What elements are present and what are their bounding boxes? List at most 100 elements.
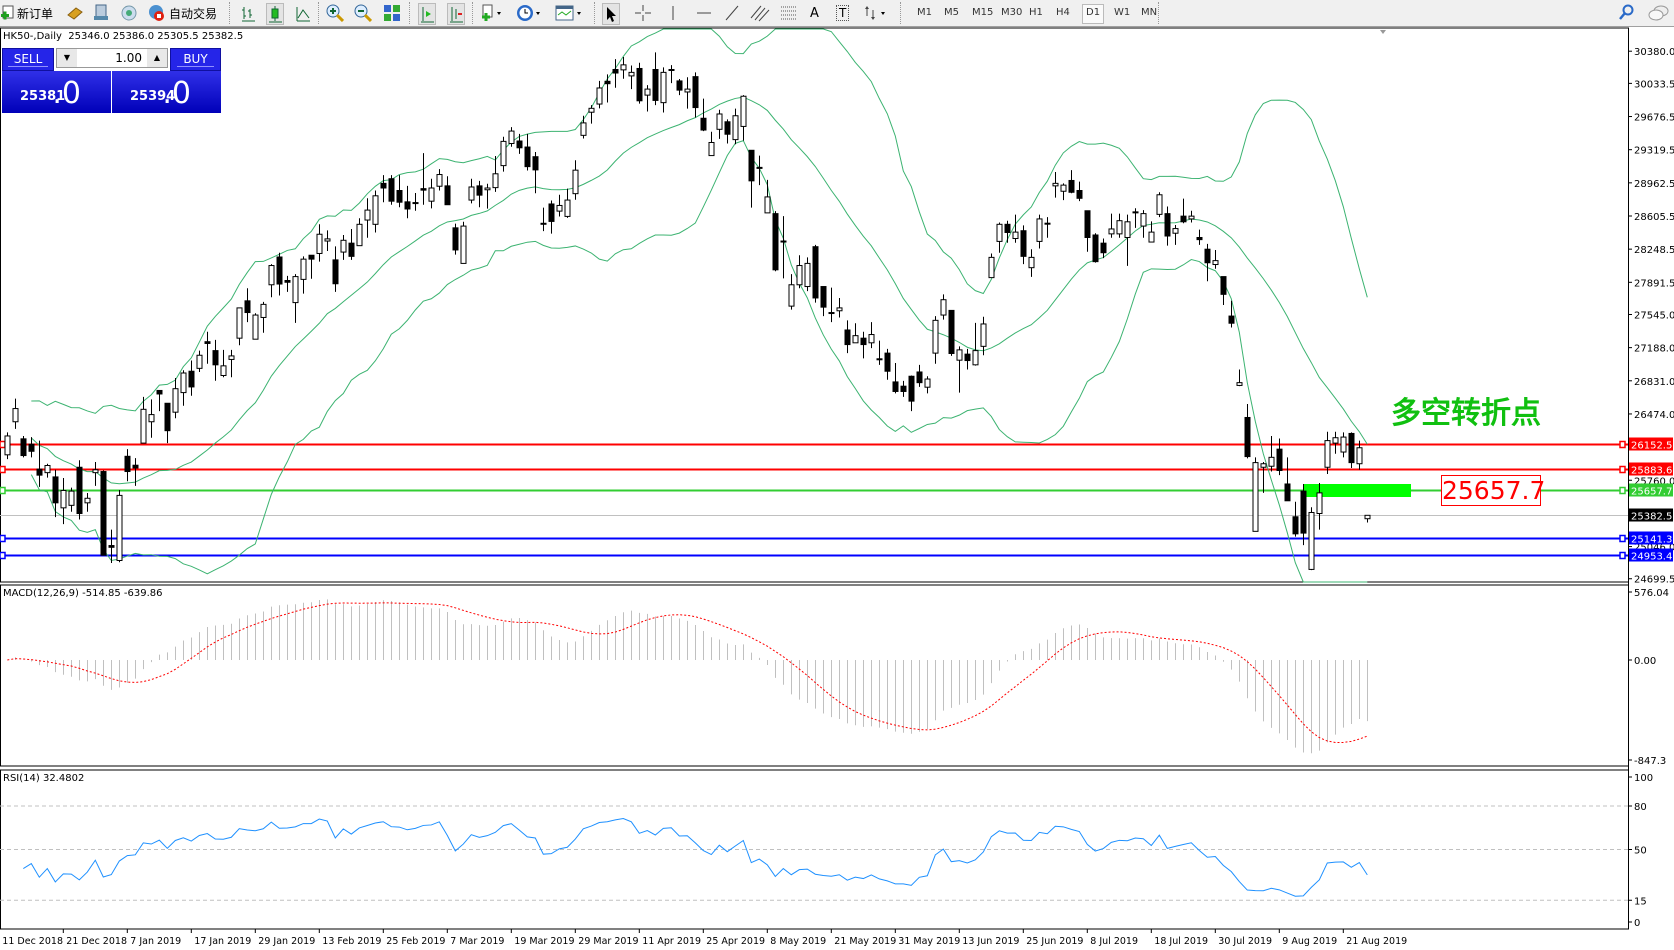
candle[interactable] <box>996 223 1003 242</box>
cursor-tool[interactable] <box>602 3 620 25</box>
candle[interactable] <box>204 341 211 344</box>
periods-dropdown[interactable] <box>516 3 542 23</box>
candle[interactable] <box>700 117 707 131</box>
crosshair-tool[interactable] <box>634 3 652 23</box>
candle[interactable] <box>412 202 419 205</box>
candle[interactable] <box>108 545 115 548</box>
candle[interactable] <box>628 71 635 77</box>
candle[interactable] <box>180 372 187 394</box>
candle[interactable] <box>1172 228 1179 234</box>
candle[interactable] <box>796 265 803 286</box>
timeframe-h4[interactable]: H4 <box>1056 7 1070 18</box>
lot-decrease-button[interactable]: ▼ <box>57 49 77 67</box>
line-start-handle[interactable] <box>0 486 6 495</box>
candle[interactable] <box>428 187 435 202</box>
line-start-handle[interactable] <box>0 551 6 560</box>
candle[interactable] <box>20 438 27 457</box>
candle[interactable] <box>508 130 515 145</box>
candle[interactable] <box>164 402 171 432</box>
candle[interactable] <box>780 240 787 243</box>
candle[interactable] <box>988 256 995 279</box>
line-start-handle[interactable] <box>0 534 6 543</box>
market-watch-button[interactable] <box>66 3 84 23</box>
fibonacci-tool[interactable] <box>780 3 798 23</box>
candle[interactable] <box>124 455 131 473</box>
candle[interactable] <box>84 497 91 504</box>
candle[interactable] <box>36 468 43 476</box>
navigator-button[interactable] <box>120 3 138 23</box>
candle[interactable] <box>348 242 355 257</box>
candlestick-chart-button[interactable] <box>266 3 284 25</box>
candle[interactable] <box>76 466 83 515</box>
candle[interactable] <box>724 121 731 135</box>
buy-price-button[interactable]: 25394 .0 <box>112 71 221 113</box>
candle[interactable] <box>1060 184 1067 192</box>
data-window-button[interactable] <box>92 3 110 23</box>
candle[interactable] <box>556 204 563 212</box>
candle[interactable] <box>100 471 107 556</box>
text-label-tool[interactable]: T <box>836 3 850 23</box>
candle[interactable] <box>116 494 123 561</box>
candle[interactable] <box>44 464 51 474</box>
timeframe-m5[interactable]: M5 <box>944 7 959 18</box>
candle[interactable] <box>652 68 659 101</box>
candle[interactable] <box>908 375 915 402</box>
candle[interactable] <box>132 464 139 469</box>
candle[interactable] <box>676 80 683 91</box>
candle[interactable] <box>1044 222 1051 225</box>
candle[interactable] <box>1004 223 1011 233</box>
candle[interactable] <box>492 173 499 189</box>
candle[interactable] <box>236 307 243 339</box>
timeframe-m30[interactable]: M30 <box>1001 7 1023 18</box>
candle[interactable] <box>612 68 619 74</box>
candle[interactable] <box>1156 194 1163 215</box>
candle[interactable] <box>836 307 843 312</box>
candle[interactable] <box>292 276 299 304</box>
candle[interactable] <box>284 279 291 283</box>
lot-size-stepper[interactable]: ▼ 1.00 ▲ <box>56 48 168 68</box>
timeframe-mn[interactable]: MN <box>1141 7 1158 18</box>
zoom-in-button[interactable] <box>326 3 344 23</box>
candle[interactable] <box>1268 456 1275 467</box>
candle[interactable] <box>1244 416 1251 458</box>
candle[interactable] <box>1260 463 1267 468</box>
line-end-handle[interactable] <box>1619 534 1626 543</box>
candle[interactable] <box>452 227 459 251</box>
vertical-line-tool[interactable] <box>668 3 678 23</box>
candle[interactable] <box>1148 231 1155 243</box>
candle[interactable] <box>1236 382 1243 386</box>
candle[interactable] <box>196 354 203 369</box>
sell-price-button[interactable]: 25381 .0 <box>2 71 111 113</box>
candle[interactable] <box>844 329 851 346</box>
bar-chart-button[interactable] <box>240 3 256 23</box>
equidistant-channel-tool[interactable] <box>750 3 770 23</box>
candle[interactable] <box>1228 315 1235 324</box>
horizontal-line-tool[interactable] <box>696 3 712 23</box>
candle[interactable] <box>564 199 571 217</box>
candle[interactable] <box>1292 516 1299 535</box>
candle[interactable] <box>1212 260 1219 266</box>
candle[interactable] <box>476 185 483 196</box>
timeframe-d1[interactable]: D1 <box>1082 4 1105 24</box>
candle[interactable] <box>244 300 251 314</box>
candle[interactable] <box>228 355 235 360</box>
candle[interactable] <box>188 370 195 388</box>
candle[interactable] <box>812 246 819 299</box>
candle[interactable] <box>1324 440 1331 468</box>
templates-dropdown[interactable] <box>555 3 583 23</box>
candle[interactable] <box>140 408 147 444</box>
candle[interactable] <box>532 156 539 171</box>
candle[interactable] <box>372 195 379 225</box>
candle[interactable] <box>172 388 179 413</box>
green-zone-rectangle[interactable] <box>1303 484 1411 497</box>
candle[interactable] <box>764 196 771 214</box>
chart-shift-marker[interactable] <box>1380 30 1386 34</box>
candle[interactable] <box>972 350 979 366</box>
candle[interactable] <box>540 222 547 225</box>
candle[interactable] <box>52 476 59 504</box>
candle[interactable] <box>788 284 795 307</box>
candle[interactable] <box>220 365 227 377</box>
candle[interactable] <box>276 256 283 285</box>
candle[interactable] <box>1028 256 1035 269</box>
timeframe-m1[interactable]: M1 <box>917 7 932 18</box>
